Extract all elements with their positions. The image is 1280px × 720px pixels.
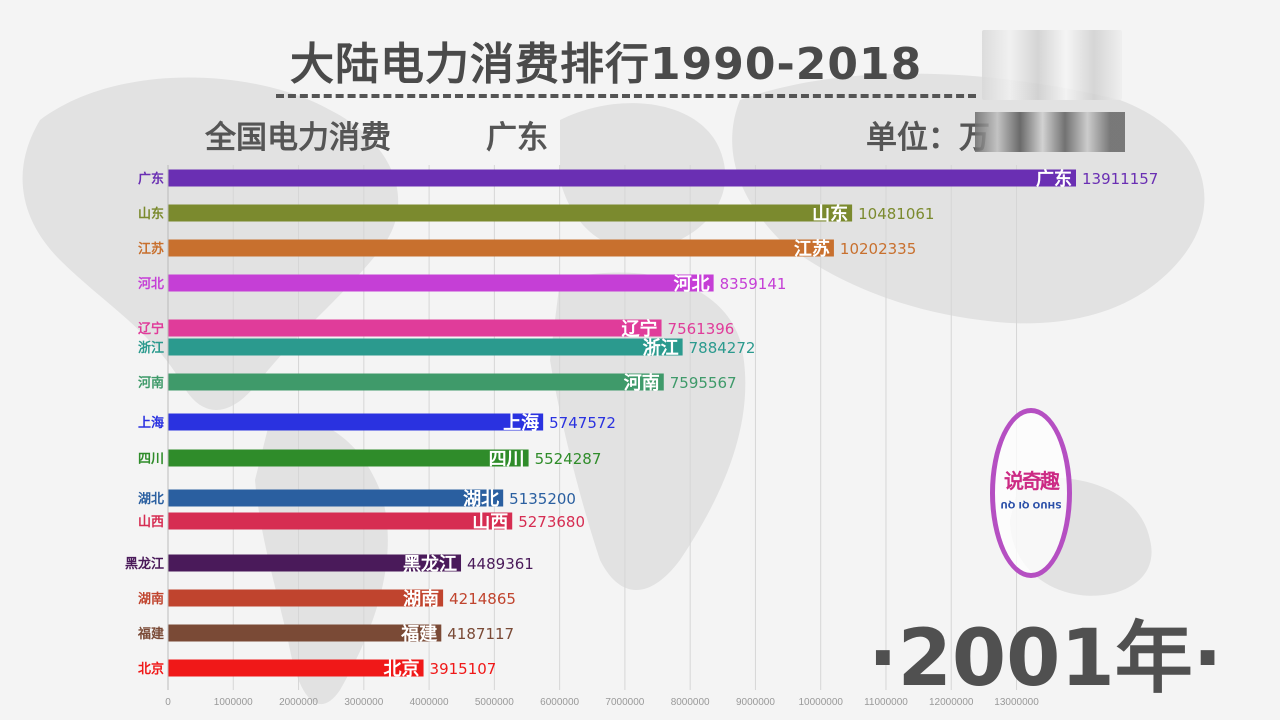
subtitle-leader: 广东: [486, 120, 548, 156]
logo-subtext: SHUO QI QU: [1000, 499, 1062, 509]
bar-inner-label: 湖北: [463, 489, 499, 510]
bar: [168, 413, 544, 431]
category-label: 辽宁: [138, 321, 164, 337]
bar: [168, 489, 504, 507]
logo-text: 说奇趣: [1004, 469, 1060, 493]
bar-inner-label: 湖南: [403, 588, 439, 610]
bar-inner-label: 河北: [674, 274, 710, 295]
x-tick-label: 5000000: [475, 697, 514, 708]
bar: [168, 659, 424, 677]
bar: [168, 624, 442, 642]
bar: [168, 274, 714, 292]
bar: [168, 319, 662, 337]
bar: [168, 512, 513, 530]
bar: [168, 338, 683, 356]
x-tick-label: 13000000: [994, 697, 1039, 708]
category-label: 河南: [138, 375, 164, 391]
category-label: 四川: [138, 452, 164, 467]
value-label: 5747572: [549, 414, 616, 432]
value-label: 4489361: [467, 555, 534, 573]
bar: [168, 239, 834, 257]
category-label: 湖南: [138, 591, 164, 607]
x-tick-label: 2000000: [279, 697, 318, 708]
bar-inner-label: 浙江: [643, 337, 679, 359]
bar-inner-label: 北京: [384, 658, 420, 680]
category-label: 北京: [138, 661, 164, 677]
category-label: 上海: [138, 415, 164, 431]
category-label: 山东: [138, 206, 164, 222]
value-label: 5135200: [509, 490, 576, 508]
unit-label: 单位：万: [866, 120, 990, 156]
subtitle-left: 全国电力消费: [205, 120, 391, 156]
category-label: 广东: [138, 171, 164, 187]
value-label: 10481061: [858, 205, 934, 223]
bar-inner-label: 黑龙江: [403, 553, 457, 575]
value-label: 7595567: [670, 374, 737, 392]
bar-inner-label: 江苏: [794, 238, 830, 260]
title-blur-overlay: [982, 30, 1122, 100]
value-label: 7561396: [668, 320, 735, 338]
value-label: 4214865: [449, 590, 516, 608]
title-underline: [276, 94, 976, 98]
channel-logo: 说奇趣 SHUO QI QU: [990, 408, 1072, 578]
bar-inner-label: 福建: [400, 623, 437, 645]
x-tick-label: 11000000: [864, 697, 908, 708]
value-label: 10202335: [840, 240, 916, 258]
bar-inner-label: 山西: [472, 512, 508, 533]
value-label: 7884272: [689, 339, 756, 357]
category-label: 湖北: [138, 492, 164, 507]
bar-inner-label: 四川: [489, 449, 525, 470]
chart-title: 大陆电力消费排行1990-2018: [290, 39, 923, 90]
bar: [168, 373, 664, 391]
unit-blur-overlay: [975, 112, 1125, 152]
value-label: 8359141: [720, 275, 787, 293]
x-tick-label: 3000000: [344, 697, 383, 708]
x-tick-label: 12000000: [929, 697, 974, 708]
x-tick-label: 8000000: [671, 697, 710, 708]
value-label: 13911157: [1082, 170, 1158, 188]
value-label: 5524287: [535, 450, 602, 468]
x-tick-label: 4000000: [410, 697, 449, 708]
bar-inner-label: 山东: [812, 203, 848, 225]
value-label: 3915107: [430, 660, 497, 678]
x-tick-label: 0: [165, 697, 171, 708]
bar: [168, 169, 1076, 187]
x-tick-label: 6000000: [540, 697, 579, 708]
category-label: 黑龙江: [125, 556, 164, 572]
category-label: 江苏: [138, 241, 164, 257]
x-tick-label: 9000000: [736, 697, 775, 708]
category-label: 山西: [138, 514, 164, 530]
x-tick-label: 10000000: [798, 697, 843, 708]
category-label: 浙江: [138, 340, 164, 356]
value-label: 5273680: [518, 513, 585, 531]
bar: [168, 204, 853, 222]
x-tick-label: 1000000: [214, 697, 253, 708]
bar: [168, 449, 529, 467]
bar-inner-label: 河南: [624, 372, 660, 394]
year-label: ·2001年·: [868, 614, 1223, 704]
value-label: 4187117: [447, 625, 514, 643]
category-label: 河北: [138, 276, 164, 292]
bar-inner-label: 辽宁: [622, 318, 658, 340]
x-tick-label: 7000000: [605, 697, 644, 708]
bar: [168, 554, 462, 572]
bar: [168, 589, 444, 607]
bar-inner-label: 上海: [503, 412, 539, 434]
bar-inner-label: 广东: [1036, 168, 1072, 190]
category-label: 福建: [137, 626, 164, 642]
